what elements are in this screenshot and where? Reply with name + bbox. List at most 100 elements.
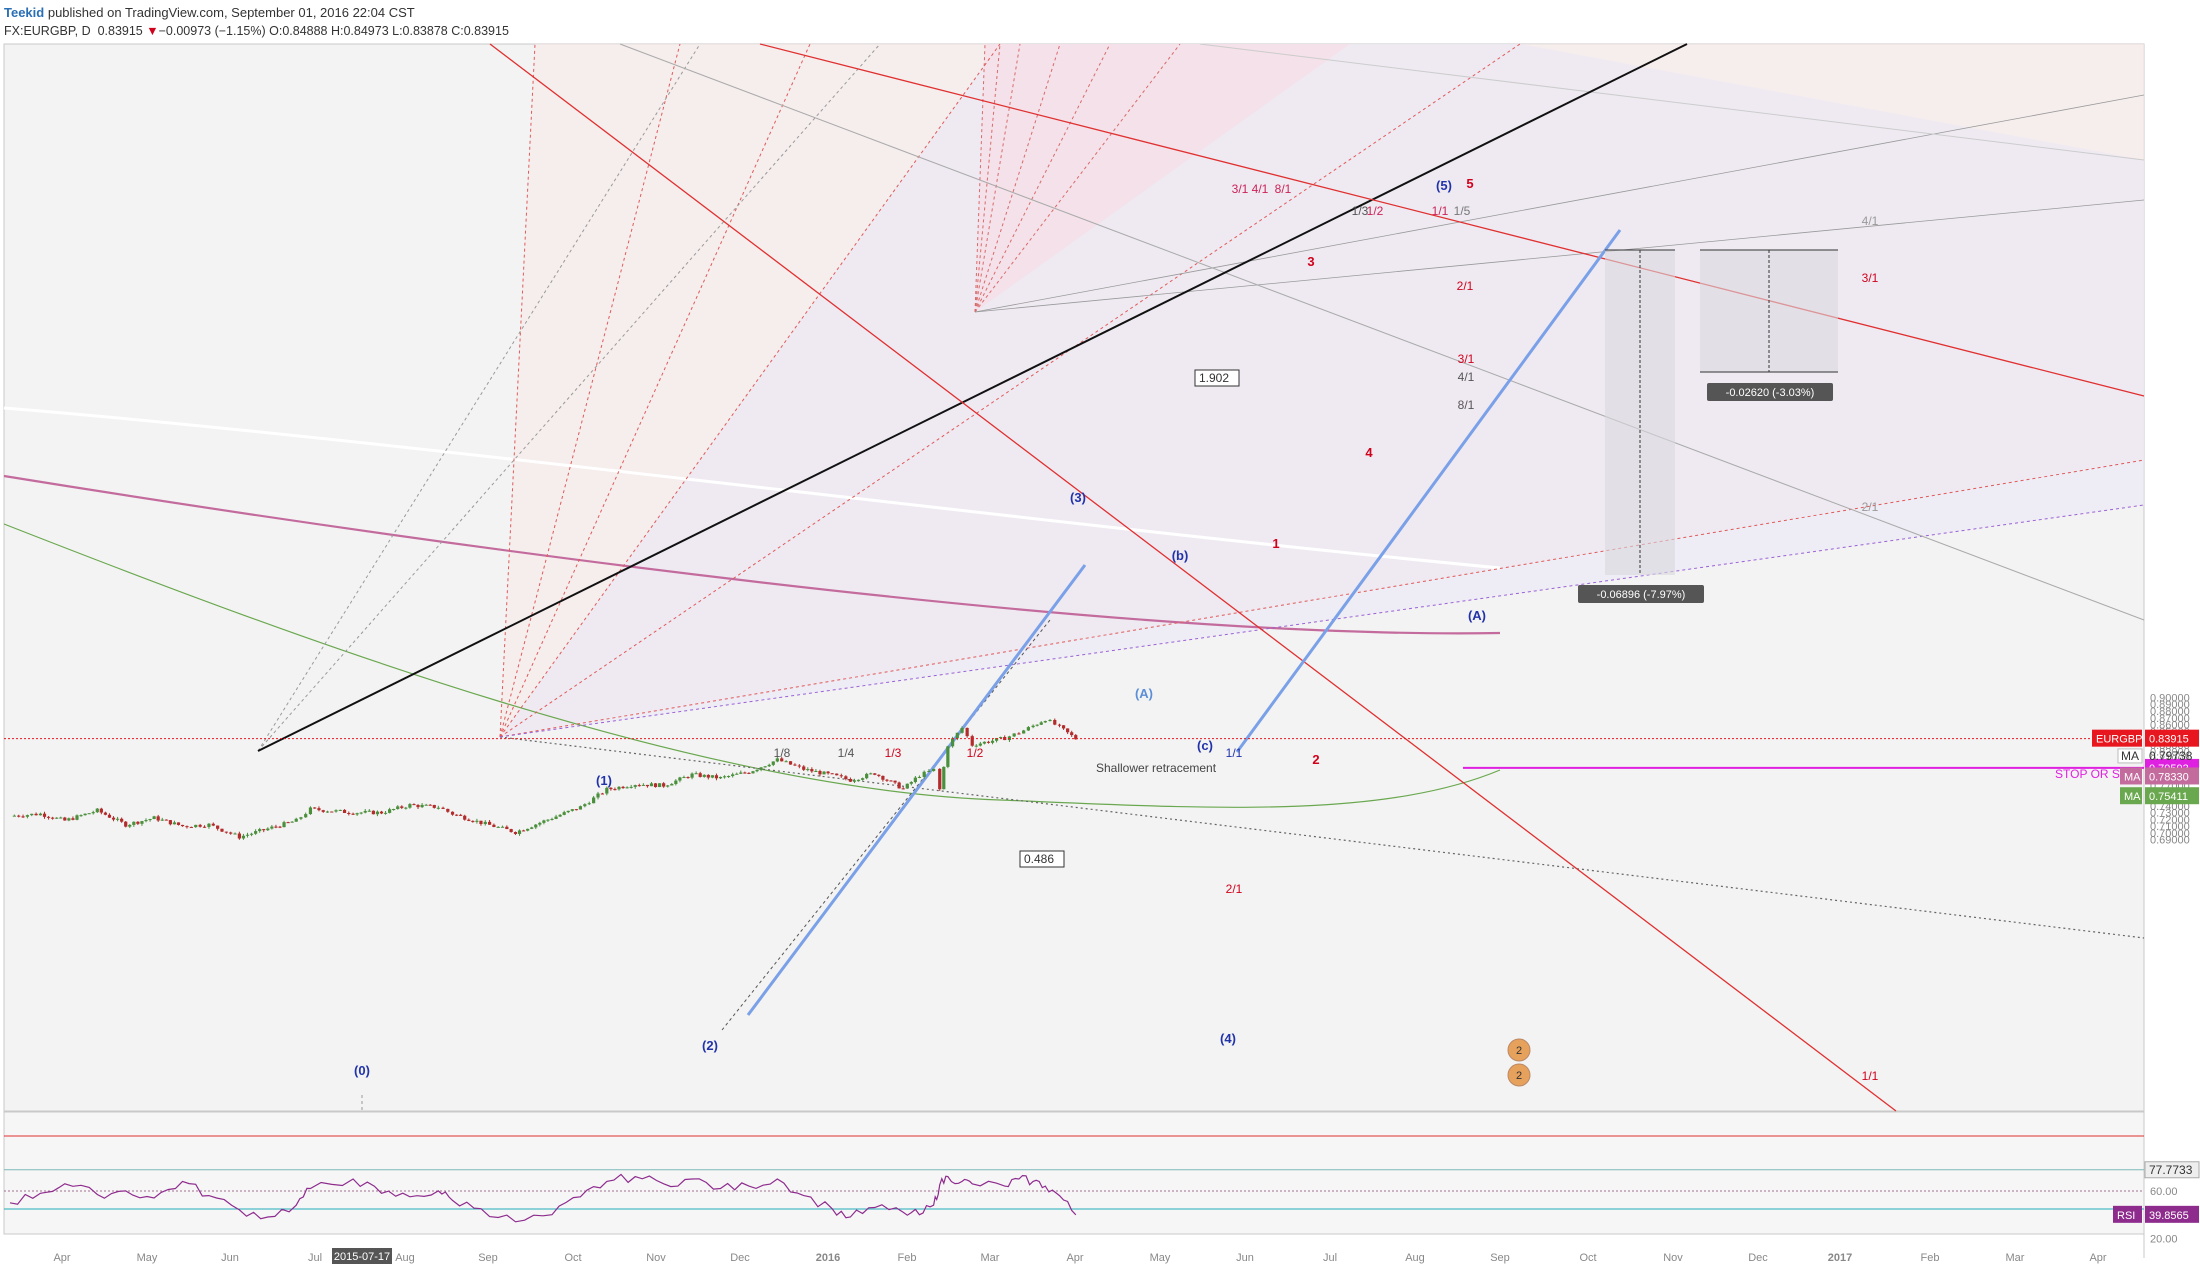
candle-body: [172, 822, 177, 825]
candle-body: [371, 810, 375, 815]
rsi-tag: 39.8565: [2149, 1210, 2189, 1222]
candle-body: [400, 806, 404, 808]
fan-line-gray: [974, 199, 2145, 313]
time-tick-label: Jun: [221, 1252, 239, 1264]
candle-body: [613, 789, 617, 791]
candle-body: [463, 815, 467, 820]
author-name[interactable]: Teekid: [4, 5, 45, 20]
candle-body: [848, 778, 853, 782]
candle-body: [1039, 722, 1043, 725]
candle-body: [71, 818, 75, 820]
candle-body: [852, 780, 857, 782]
candle-body: [826, 771, 830, 774]
candle-body: [974, 745, 978, 747]
candle-body: [960, 727, 964, 733]
candle-body: [436, 807, 440, 809]
candle-body: [379, 811, 384, 814]
candle-body: [164, 819, 168, 821]
candle-body: [982, 741, 986, 744]
candle-body: [132, 821, 136, 825]
fib-label: 0.486: [1024, 852, 1054, 866]
candle-body: [459, 814, 463, 816]
candle-body: [513, 832, 518, 834]
time-tick-label: Sep: [1490, 1252, 1510, 1264]
candle-body: [245, 834, 250, 836]
fan-ratio-label: 2/1: [1457, 279, 1474, 293]
price-tick-label: 0.89000: [2150, 699, 2190, 711]
candle-body: [424, 804, 428, 806]
candle-body: [467, 819, 471, 821]
candle-body: [509, 829, 513, 833]
fib-label-bg: [1194, 369, 1240, 387]
fan-line-gray: [619, 43, 2145, 621]
ma-tag: 0.78330: [2149, 771, 2189, 783]
candle-body: [450, 811, 455, 815]
candle-body: [455, 814, 459, 816]
candle-body: [487, 821, 492, 825]
fan-ratio-label: 4/1: [1252, 182, 1269, 196]
candle-body: [965, 727, 969, 737]
candle-body: [714, 775, 719, 779]
fan-line-pink: [974, 43, 1061, 313]
candle-body: [428, 804, 432, 806]
ma-tag-label: MA: [2124, 771, 2141, 783]
ma-line-pink: [3, 474, 1501, 635]
candle-body: [574, 809, 578, 811]
chart-header: Teekid published on TradingView.com, Sep…: [4, 3, 509, 41]
candle-body: [802, 766, 806, 770]
candle-body: [927, 770, 931, 772]
fan-ratio-label: 2/1: [1226, 882, 1243, 896]
ma-tag-bg: [2145, 767, 2199, 785]
candle-body: [835, 773, 839, 776]
time-tick-label: May: [137, 1252, 158, 1264]
candle-body: [670, 784, 674, 786]
measure-label-2-bg: [1707, 383, 1833, 401]
candle-body: [747, 772, 751, 774]
candle-body: [767, 764, 771, 767]
measure-label-1-bg: [1578, 585, 1704, 603]
candle-body: [775, 758, 779, 762]
candle-body: [1053, 719, 1057, 725]
candle-body: [299, 817, 303, 819]
candle-body: [505, 826, 509, 830]
candle-body: [678, 777, 682, 781]
time-tick-label: Oct: [1579, 1252, 1596, 1264]
rsi-band-tag-bg: [2144, 1161, 2200, 1179]
falling-line-red: [489, 43, 1897, 1112]
time-axis[interactable]: Apr May Jun Jul 2015-07-17 Aug Sep Oct Nov Dec 201…: [53, 1248, 2107, 1264]
candle-body: [152, 816, 156, 820]
candle-body: [59, 817, 63, 819]
candle-body: [877, 774, 881, 776]
wave-label: (A): [1135, 686, 1153, 701]
candle-body: [600, 793, 605, 795]
candle-body: [334, 810, 338, 812]
fan-line-red: [499, 459, 2145, 738]
candle-body: [637, 785, 641, 787]
fan-line-gray: [974, 94, 2145, 313]
candle-body: [885, 779, 889, 781]
time-tick-label: May: [1150, 1252, 1171, 1264]
candle-body: [1066, 728, 1070, 733]
candle-body: [216, 825, 220, 829]
time-tick-label: Feb: [898, 1252, 917, 1264]
wave-label: (b): [1172, 548, 1189, 563]
candle-body: [249, 833, 254, 835]
time-tick-label: Apr: [53, 1252, 70, 1264]
candle-body: [180, 824, 185, 827]
candle-body: [674, 780, 678, 785]
candle-body: [727, 776, 731, 778]
candle-body: [986, 741, 991, 743]
candle-body: [496, 826, 500, 828]
price-tick-label: 0.71000: [2150, 821, 2190, 833]
candle-body: [479, 820, 483, 825]
candle-body: [363, 810, 367, 813]
symbol-label[interactable]: FX:EURGBP, D: [4, 24, 91, 38]
candle-body: [160, 819, 164, 821]
fan-ratio-label: 1/3: [1352, 204, 1369, 218]
candle-body: [330, 811, 334, 813]
fan-ratio-label: 1/1: [1432, 204, 1449, 218]
horizontal-levels: STOP OR SAR: [4, 738, 2144, 781]
candle-body: [999, 737, 1003, 739]
candle-body: [592, 797, 596, 804]
